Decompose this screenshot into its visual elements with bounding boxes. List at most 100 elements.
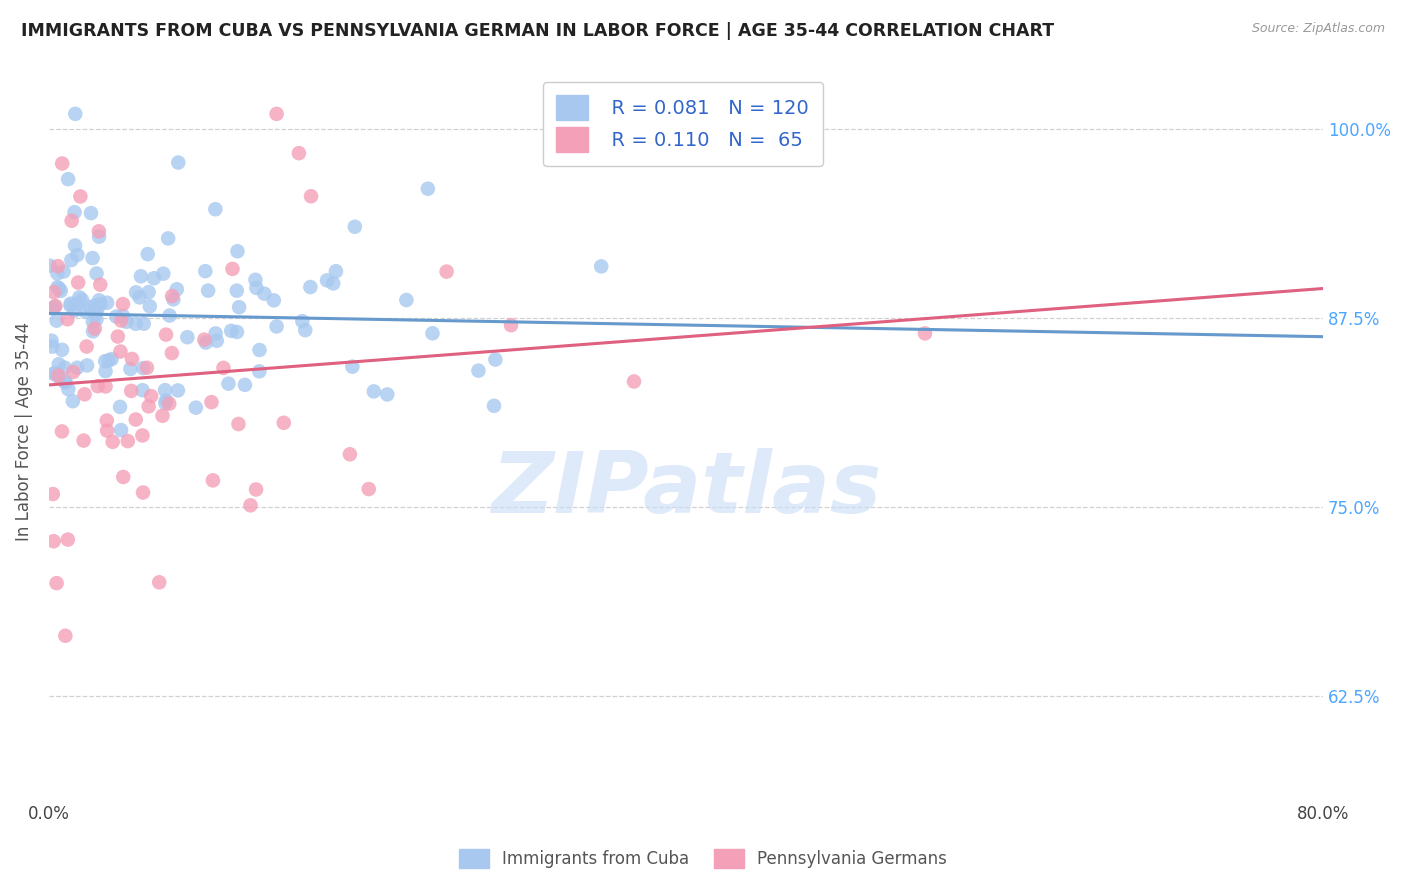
Point bbox=[125, 285, 148, 300]
Point bbox=[45, 313, 67, 327]
Point bbox=[263, 293, 285, 308]
Point bbox=[129, 269, 152, 284]
Point bbox=[89, 297, 111, 311]
Point bbox=[132, 485, 155, 500]
Point bbox=[110, 344, 132, 359]
Point bbox=[138, 285, 160, 299]
Point bbox=[136, 360, 159, 375]
Point bbox=[96, 295, 118, 310]
Point bbox=[63, 238, 86, 252]
Point bbox=[72, 434, 94, 448]
Point bbox=[60, 253, 83, 268]
Point bbox=[142, 271, 165, 285]
Point bbox=[44, 300, 66, 314]
Point bbox=[108, 400, 131, 414]
Point bbox=[121, 351, 143, 366]
Point bbox=[110, 423, 132, 437]
Point bbox=[155, 393, 177, 408]
Point bbox=[131, 383, 153, 397]
Point bbox=[226, 325, 249, 339]
Legend: Immigrants from Cuba, Pennsylvania Germans: Immigrants from Cuba, Pennsylvania Germa… bbox=[451, 842, 955, 875]
Point bbox=[184, 401, 207, 415]
Point bbox=[131, 428, 153, 442]
Point bbox=[82, 251, 104, 265]
Point bbox=[49, 284, 72, 298]
Point bbox=[41, 334, 63, 348]
Point bbox=[217, 376, 239, 391]
Point bbox=[125, 317, 148, 331]
Point bbox=[157, 397, 180, 411]
Point bbox=[245, 483, 267, 497]
Point bbox=[225, 284, 247, 298]
Point bbox=[322, 277, 344, 291]
Point bbox=[160, 346, 183, 360]
Point bbox=[111, 309, 134, 323]
Point bbox=[89, 277, 111, 292]
Point bbox=[67, 276, 90, 290]
Point bbox=[42, 367, 65, 381]
Point bbox=[228, 300, 250, 314]
Point bbox=[46, 266, 69, 280]
Point bbox=[63, 205, 86, 219]
Point bbox=[105, 310, 128, 324]
Text: Source: ZipAtlas.com: Source: ZipAtlas.com bbox=[1251, 22, 1385, 36]
Point bbox=[467, 364, 489, 378]
Point bbox=[94, 354, 117, 368]
Point bbox=[233, 377, 256, 392]
Point bbox=[79, 300, 101, 314]
Point bbox=[86, 303, 108, 318]
Point bbox=[70, 293, 93, 307]
Point bbox=[53, 376, 76, 390]
Point bbox=[53, 629, 76, 643]
Point bbox=[100, 352, 122, 367]
Point bbox=[48, 282, 70, 296]
Point bbox=[42, 487, 65, 501]
Point bbox=[60, 213, 83, 227]
Point bbox=[162, 293, 184, 307]
Point bbox=[62, 394, 84, 409]
Point bbox=[273, 416, 295, 430]
Point bbox=[38, 259, 60, 273]
Point bbox=[66, 296, 89, 310]
Point bbox=[120, 384, 142, 398]
Point bbox=[157, 231, 180, 245]
Point bbox=[139, 389, 162, 403]
Point bbox=[245, 281, 267, 295]
Point bbox=[87, 293, 110, 308]
Point bbox=[245, 273, 267, 287]
Point bbox=[167, 384, 190, 398]
Point bbox=[87, 229, 110, 244]
Point bbox=[482, 399, 505, 413]
Point bbox=[200, 395, 222, 409]
Point bbox=[97, 353, 120, 368]
Point bbox=[247, 364, 270, 378]
Point bbox=[204, 202, 226, 217]
Point bbox=[46, 259, 69, 273]
Point bbox=[86, 312, 108, 326]
Point bbox=[56, 172, 79, 186]
Point bbox=[51, 343, 73, 357]
Point bbox=[914, 326, 936, 341]
Point bbox=[132, 361, 155, 376]
Point bbox=[416, 182, 439, 196]
Point bbox=[499, 318, 522, 333]
Point bbox=[96, 424, 118, 438]
Point bbox=[66, 360, 89, 375]
Point bbox=[41, 340, 63, 354]
Point bbox=[226, 244, 249, 259]
Point bbox=[155, 396, 177, 410]
Point bbox=[219, 324, 242, 338]
Point bbox=[153, 383, 176, 397]
Point bbox=[83, 321, 105, 335]
Point bbox=[197, 284, 219, 298]
Point bbox=[51, 425, 73, 439]
Point bbox=[253, 286, 276, 301]
Point bbox=[44, 299, 66, 313]
Point bbox=[228, 417, 250, 431]
Point bbox=[65, 107, 87, 121]
Point bbox=[159, 309, 181, 323]
Point bbox=[291, 314, 314, 328]
Point bbox=[111, 297, 134, 311]
Point bbox=[357, 482, 380, 496]
Point bbox=[44, 366, 66, 380]
